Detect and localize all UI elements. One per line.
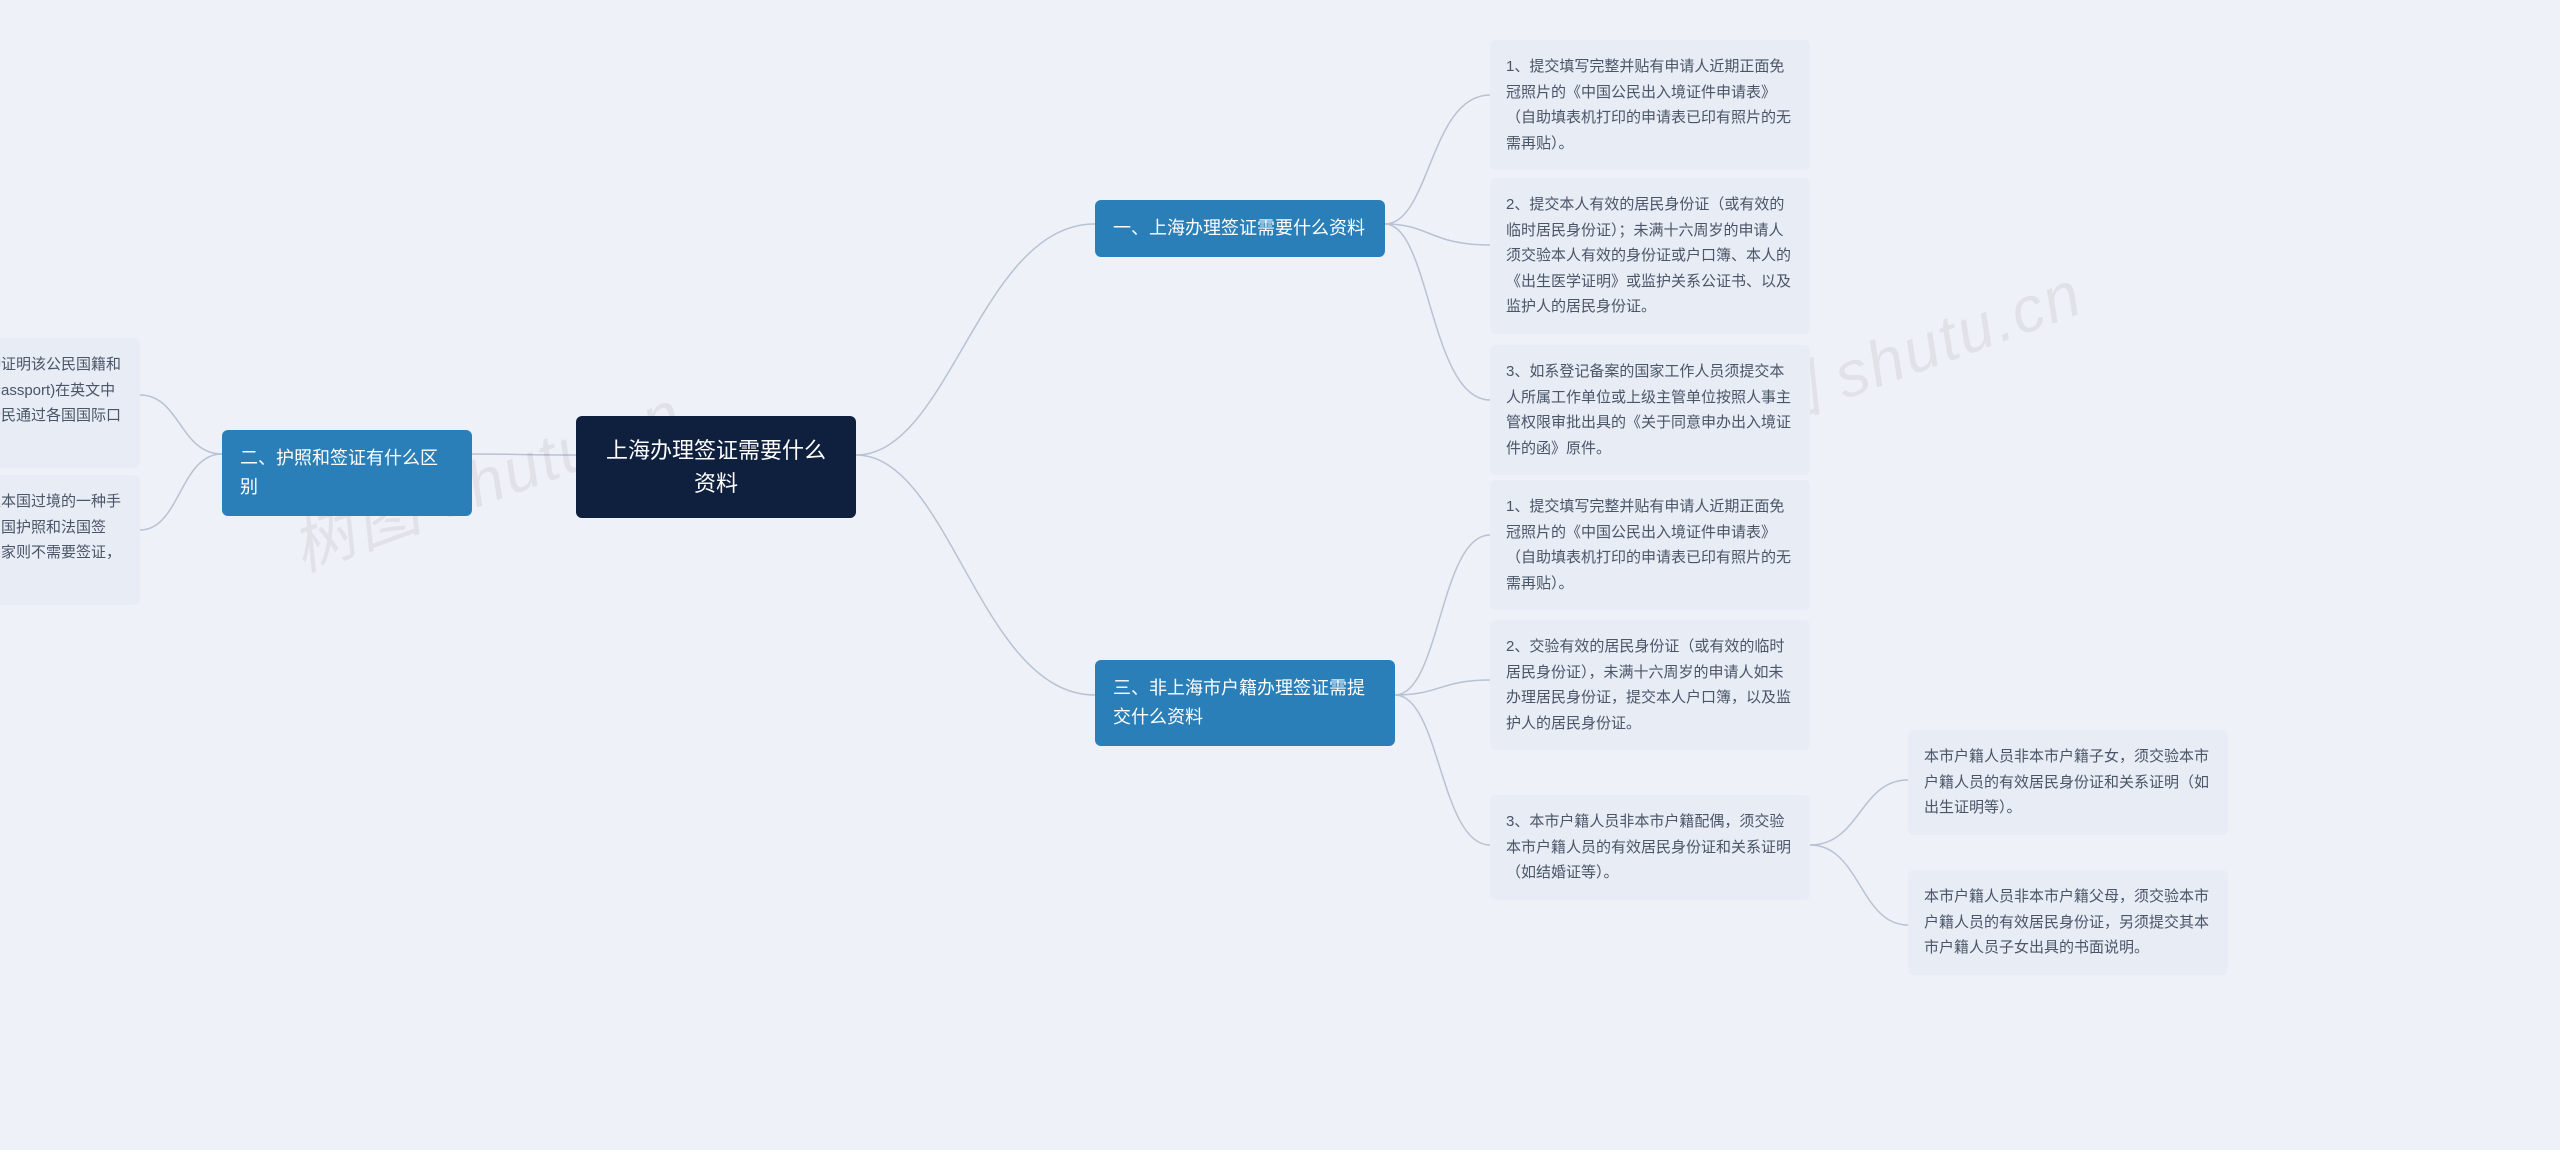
leaf-node-3-3-1[interactable]: 本市户籍人员非本市户籍子女，须交验本市户籍人员的有效居民身份证和关系证明（如出生… (1908, 730, 2228, 835)
branch-node-1[interactable]: 一、上海办理签证需要什么资料 (1095, 200, 1385, 257)
branch-node-2[interactable]: 二、护照和签证有什么区别 (222, 430, 472, 516)
connector-layer (0, 0, 2560, 1150)
leaf-node-1-3[interactable]: 3、如系登记备案的国家工作人员须提交本人所属工作单位或上级主管单位按照人事主管权… (1490, 345, 1810, 475)
leaf-node-2-1[interactable]: 护照是由本国发给的一种证明该公民国籍和身份的合法证件。护照(Passport)在… (0, 338, 140, 468)
leaf-node-3-3[interactable]: 3、本市户籍人员非本市户籍配偶，须交验本市户籍人员的有效居民身份证和关系证明（如… (1490, 795, 1810, 900)
leaf-node-1-1[interactable]: 1、提交填写完整并贴有申请人近期正面免冠照片的《中国公民出入境证件申请表》（自助… (1490, 40, 1810, 170)
leaf-node-3-2[interactable]: 2、交验有效的居民身份证（或有效的临时居民身份证），未满十六周岁的申请人如未办理… (1490, 620, 1810, 750)
branch-node-3[interactable]: 三、非上海市户籍办理签证需提交什么资料 (1095, 660, 1395, 746)
root-node[interactable]: 上海办理签证需要什么资料 (576, 416, 856, 518)
leaf-node-3-3-2[interactable]: 本市户籍人员非本市户籍父母，须交验本市户籍人员的有效居民身份证，另须提交其本市户… (1908, 870, 2228, 975)
leaf-node-1-2[interactable]: 2、提交本人有效的居民身份证（或有效的临时居民身份证）；未满十六周岁的申请人须交… (1490, 178, 1810, 334)
leaf-node-3-1[interactable]: 1、提交填写完整并贴有申请人近期正面免冠照片的《中国公民出入境证件申请表》（自助… (1490, 480, 1810, 610)
leaf-node-2-2[interactable]: 签证是允许别国公民出入本国过境的一种手续，比如去法国就需要中国护照和法国签证，部… (0, 475, 140, 605)
